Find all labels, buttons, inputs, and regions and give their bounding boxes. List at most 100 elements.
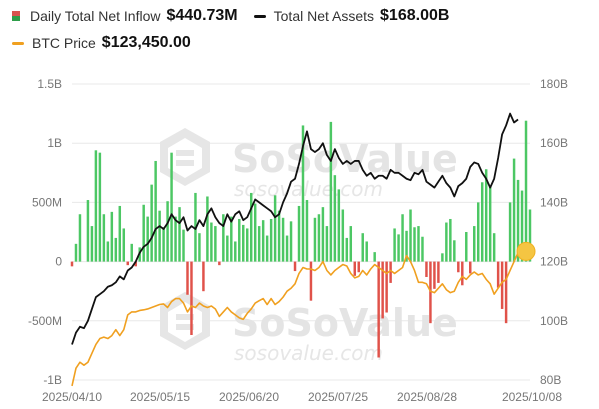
inflow-bar <box>429 261 432 324</box>
inflow-bar <box>329 121 333 262</box>
inflow-bar <box>114 237 118 262</box>
inflow-bar <box>397 234 400 262</box>
inflow-bar <box>190 261 193 336</box>
inflow-bar <box>333 175 337 262</box>
right-tick-label: 120B <box>540 255 568 269</box>
inflow-bar <box>106 241 110 262</box>
x-tick-label: 2025/05/15 <box>130 390 190 404</box>
inflow-bar <box>261 220 265 262</box>
inflow-bar <box>357 261 360 273</box>
watermark-site: sosovalue.com <box>234 177 383 201</box>
watermark-logo-icon <box>160 128 210 186</box>
inflow-bar <box>389 261 392 283</box>
inflow-bar <box>174 216 177 262</box>
inflow-bar <box>457 261 460 273</box>
inflow-bar <box>222 214 225 262</box>
watermark-logo-inner <box>168 302 202 342</box>
inflow-bar <box>178 207 181 262</box>
inflow-bar <box>393 228 396 262</box>
inflow-bar <box>341 209 345 262</box>
legend-value-inflow: $440.73M <box>166 7 238 24</box>
inflow-bar <box>158 210 161 262</box>
left-tick-label: -500M <box>28 314 62 328</box>
watermark-logo-inner <box>168 138 202 178</box>
inflow-bar <box>321 207 325 262</box>
inflow-bar <box>337 189 341 262</box>
inflow-bar <box>480 182 484 262</box>
legend-row-1: Daily Total Net Inflow $440.73M Total Ne… <box>12 5 465 27</box>
inflow-bar <box>385 261 388 313</box>
inflow-bar <box>265 235 269 262</box>
right-tick-label: 100B <box>540 314 568 328</box>
legend-value-price: $123,450.00 <box>101 34 191 51</box>
inflow-bar <box>465 232 468 262</box>
legend-row-2: BTC Price $123,450.00 <box>12 32 207 54</box>
inflow-bar <box>166 201 169 262</box>
watermark-brand: SoSoValue <box>232 301 458 345</box>
inflow-bar <box>469 261 472 274</box>
btc-price-marker <box>516 241 536 261</box>
inflow-bar-swatch-icon <box>12 11 20 21</box>
x-axis: 2025/04/10 2025/05/15 2025/06/20 2025/07/25… <box>42 390 562 404</box>
inflow-bar <box>524 120 528 262</box>
inflow-bar <box>198 233 201 262</box>
inflow-bar <box>210 222 213 262</box>
left-tick-label: 1B <box>47 136 62 150</box>
inflow-bar <box>277 210 281 262</box>
left-tick-label: 1.5B <box>37 77 62 91</box>
inflow-bar <box>242 224 245 262</box>
inflow-bar <box>126 261 129 266</box>
inflow-bar <box>305 200 309 262</box>
right-tick-label: 140B <box>540 195 568 209</box>
inflow-bar <box>206 196 209 262</box>
inflow-bar <box>421 236 424 262</box>
watermark-logo-bar <box>176 150 194 156</box>
inflow-bar <box>492 233 496 262</box>
right-tick-label: 80B <box>540 373 561 387</box>
inflow-bar <box>122 228 126 262</box>
inflow-bar <box>496 261 500 288</box>
legend-item-inflow[interactable]: Daily Total Net Inflow $440.73M <box>12 7 238 25</box>
inflow-bar <box>309 261 313 301</box>
inflow-bar <box>516 179 520 262</box>
inflow-bar <box>110 211 114 262</box>
inflow-bar <box>273 195 277 262</box>
right-axis: 180B 160B 140B 120B 100B 80B <box>540 77 568 387</box>
left-tick-label: -1B <box>43 373 62 387</box>
inflow-bar <box>512 158 516 262</box>
inflow-bars <box>70 120 532 358</box>
inflow-bar <box>289 221 293 262</box>
x-tick-label: 2025/08/28 <box>397 390 457 404</box>
watermark-logo-bar <box>176 324 194 330</box>
right-tick-label: 160B <box>540 136 568 150</box>
legend-item-price[interactable]: BTC Price $123,450.00 <box>12 34 191 52</box>
inflow-bar <box>246 228 249 262</box>
inflow-bar <box>345 237 349 262</box>
inflow-bar <box>461 261 464 286</box>
inflow-bar <box>361 233 364 262</box>
inflow-bar <box>230 216 233 262</box>
left-tick-label: 0 <box>55 255 62 269</box>
inflow-bar <box>473 226 476 262</box>
legend-item-assets[interactable]: Total Net Assets $168.00B <box>253 7 449 25</box>
inflow-bar <box>102 214 106 262</box>
inflow-bar <box>297 205 301 262</box>
x-tick-label: 2025/07/25 <box>308 390 368 404</box>
inflow-bar <box>349 226 353 262</box>
assets-line-swatch-icon <box>253 14 266 18</box>
inflow-bar <box>365 241 368 262</box>
inflow-bar <box>508 202 512 262</box>
inflow-bar <box>142 204 145 262</box>
inflow-bar <box>150 184 153 262</box>
x-tick-label: 2025/06/20 <box>219 390 279 404</box>
inflow-bar <box>488 187 492 262</box>
grid-lines <box>72 83 530 381</box>
inflow-bar <box>417 226 420 262</box>
inflow-bar <box>445 222 448 262</box>
watermark-logo-icon <box>160 292 210 350</box>
inflow-bar <box>269 218 273 262</box>
inflow-bar <box>317 214 321 262</box>
inflow-bar <box>453 240 456 262</box>
